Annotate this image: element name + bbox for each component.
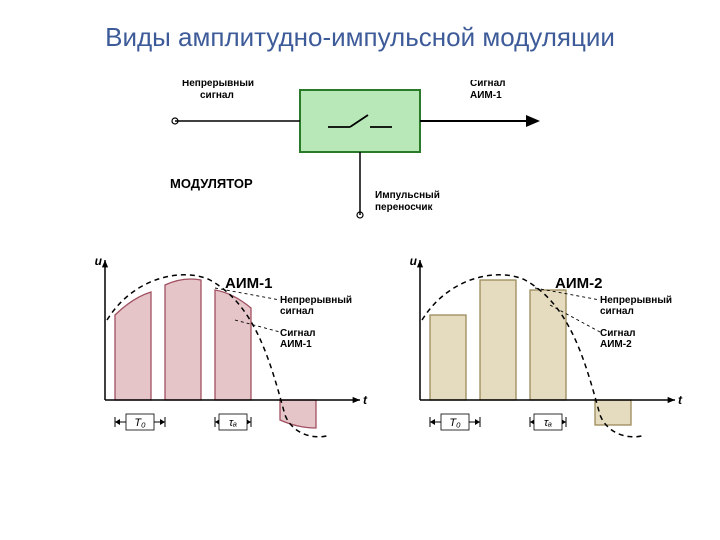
svg-text:Непрерывный: Непрерывный — [182, 80, 254, 89]
svg-text:τₐ: τₐ — [544, 417, 552, 429]
chart2-title: АИМ-2 — [555, 275, 602, 292]
svg-text:МОДУЛЯТОР: МОДУЛЯТОР — [170, 176, 253, 191]
svg-text:u: u — [410, 254, 418, 268]
svg-text:Импульсный: Импульсный — [375, 190, 440, 201]
chart-aim-2-svg: u t T₀ τₐ — [400, 250, 690, 470]
block-diagram-svg: Непрерывныйсигнал СигналАИМ-1 Импульсныйпе… — [170, 80, 550, 220]
slide-title: Виды амплитудно-импульсной модуляции — [0, 22, 720, 53]
chart2-annot-signal: СигналАИМ-2 — [600, 328, 636, 350]
svg-text:Сигнал: Сигнал — [470, 80, 506, 89]
modulator-block-diagram: Непрерывныйсигнал СигналАИМ-1 Импульсныйпе… — [170, 80, 550, 220]
svg-text:τₐ: τₐ — [229, 417, 237, 429]
slide-root: Виды амплитудно-импульсной модуляции Неп… — [0, 0, 720, 540]
svg-text:переносчик: переносчик — [375, 202, 434, 213]
chart1-annot-continuous: Непрерывныйсигнал — [280, 295, 352, 317]
chart1-annot-signal: СигналАИМ-1 — [280, 328, 316, 350]
chart-aim-1: u t T₀ τₐ АИМ-1 Непрерывныйсигнал СигналАИМ… — [85, 250, 375, 470]
svg-text:АИМ-1: АИМ-1 — [470, 90, 502, 101]
svg-text:T₀: T₀ — [449, 417, 461, 429]
svg-text:t: t — [363, 393, 368, 407]
chart-aim-2: u t T₀ τₐ АИМ-2 Непрерывныйсигнал СигналАИМ… — [400, 250, 690, 470]
chart2-annot-continuous: Непрерывныйсигнал — [600, 295, 672, 317]
svg-text:t: t — [678, 393, 683, 407]
svg-text:сигнал: сигнал — [200, 90, 234, 101]
svg-text:u: u — [95, 254, 103, 268]
chart1-title: АИМ-1 — [225, 275, 272, 292]
svg-text:T₀: T₀ — [134, 417, 146, 429]
